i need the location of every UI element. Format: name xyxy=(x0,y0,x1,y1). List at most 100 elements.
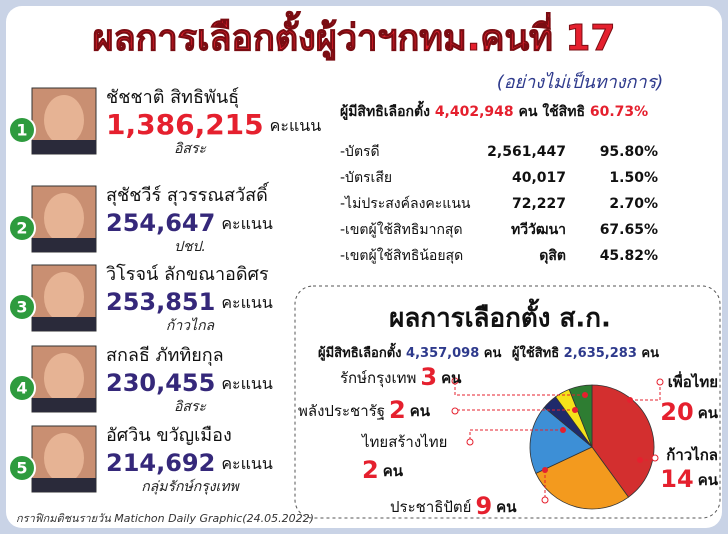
rank-badge xyxy=(8,374,36,402)
photo-suit xyxy=(32,398,96,412)
summary-label: -บัตรเสีย xyxy=(340,170,392,186)
party-name: พลังประชารัฐ xyxy=(298,402,385,420)
slice-value: 20 คน xyxy=(660,398,718,426)
pie-slice xyxy=(568,384,593,448)
leader-line xyxy=(630,382,661,401)
leader-dot xyxy=(542,467,548,473)
leader-dot xyxy=(637,457,643,463)
summary-value: ดุสิต xyxy=(539,248,566,264)
candidate-name: อัศวิน ขวัญเมือง xyxy=(106,425,232,446)
candidate-party: ปชป. xyxy=(174,239,206,255)
leader-line xyxy=(469,429,563,442)
summary-percent: 95.80% xyxy=(600,144,658,160)
slice-label: รักษ์กรุงเทพ 3 คน xyxy=(340,363,462,391)
rank: 4 xyxy=(16,379,27,398)
title: ผลการเลือกตั้งผู้ว่าฯกทม.คนที่ 17 xyxy=(93,11,616,61)
seat-unit: คน xyxy=(698,471,719,489)
candidate-name: ชัชชาติ สิทธิพันธุ์ xyxy=(106,87,239,108)
candidate-name: สุชัชวีร์ สุวรรณสวัสดิ์ xyxy=(106,181,270,206)
unit: คน xyxy=(519,104,538,120)
leader-dot xyxy=(572,407,578,413)
candidate-votes: 230,455 คะแนน xyxy=(106,369,273,397)
slice-label: ก้าวไกล xyxy=(666,445,718,464)
slice-value: 14 คน xyxy=(660,465,718,493)
candidate-votes: 253,851 คะแนน xyxy=(106,288,273,316)
leader-line xyxy=(454,381,585,396)
pie-slice xyxy=(535,446,630,510)
votes: 254,647 xyxy=(106,209,215,237)
photo-suit xyxy=(32,140,96,154)
photo-suit xyxy=(32,478,96,492)
slice-label: เพื่อไทย xyxy=(668,371,718,391)
photo-face xyxy=(44,95,84,145)
party-name: รักษ์กรุงเทพ xyxy=(340,369,416,388)
unit: คะแนน xyxy=(221,454,273,473)
candidate-party: ก้าวไกล xyxy=(166,317,216,334)
leader-end xyxy=(466,438,474,446)
votes: 1,386,215 xyxy=(106,108,264,141)
rank: 5 xyxy=(16,459,27,478)
party-name: ประชาธิปัตย์ xyxy=(390,498,471,516)
value: 2,635,283 xyxy=(564,346,637,361)
pie-slice xyxy=(591,384,655,498)
candidate-votes: 214,692 คะแนน xyxy=(106,449,273,477)
candidate-votes: 1,386,215 คะแนน xyxy=(106,108,321,141)
value: 4,357,098 xyxy=(406,346,479,361)
rank-badge xyxy=(8,214,36,242)
seat-count: 2 xyxy=(362,456,379,484)
photo-face xyxy=(44,353,84,403)
leader-end xyxy=(651,454,659,462)
leader-end xyxy=(541,496,549,504)
party-name: ไทยสร้างไทย xyxy=(361,433,447,451)
summary-percent: 1.50% xyxy=(609,170,658,186)
leader-dot xyxy=(582,392,588,398)
label: ผู้มีสิทธิเลือกตั้ง xyxy=(318,342,402,361)
label: ผู้ใช้สิทธิ xyxy=(512,344,559,361)
seat-unit: คน xyxy=(496,498,517,516)
seat-count: 9 xyxy=(475,492,492,520)
label: ผู้มีสิทธิเลือกตั้ง xyxy=(340,100,430,120)
footer: กราฟิกมติชนรายวัน Matichon Daily Graphic… xyxy=(16,512,314,525)
candidate-party: อิสระ xyxy=(174,399,206,415)
photo-suit xyxy=(32,317,96,331)
party-name: เพื่อไทย xyxy=(668,371,718,391)
candidate-party: อิสระ xyxy=(174,141,206,157)
votes: 253,851 xyxy=(106,288,215,316)
photo-face xyxy=(44,193,84,243)
candidate-name: สกลธี ภัททิยกุล xyxy=(106,345,224,366)
slice-label: ประชาธิปัตย์ 9 คน xyxy=(390,492,517,520)
votes: 230,455 xyxy=(106,369,215,397)
rank-badge xyxy=(8,116,36,144)
candidate-votes: 254,647 คะแนน xyxy=(106,209,273,237)
leader-dot xyxy=(560,427,566,433)
rank: 3 xyxy=(16,298,27,317)
seat-unit: คน xyxy=(383,462,404,480)
leader-end xyxy=(451,407,459,415)
summary-percent: 45.82% xyxy=(600,248,658,264)
unit: คะแนน xyxy=(270,116,322,135)
unit: คน xyxy=(641,346,659,361)
summary-value: 40,017 xyxy=(512,170,566,186)
unit: คะแนน xyxy=(221,374,273,393)
seat-count: 3 xyxy=(420,363,437,391)
summary-label: -เขตผู้ใช้สิทธิมากสุด xyxy=(340,221,463,238)
council-stats: ผู้มีสิทธิเลือกตั้ง 4,357,098 คน ผู้ใช้ส… xyxy=(318,342,659,361)
seat-count: 14 xyxy=(660,465,693,493)
value: 4,402,948 xyxy=(435,104,514,120)
party-name: ก้าวไกล xyxy=(666,445,718,464)
summary-label: -เขตผู้ใช้สิทธิน้อยสุด xyxy=(340,247,463,264)
seat-unit: คน xyxy=(441,369,462,387)
leader-end xyxy=(451,377,459,385)
votes: 214,692 xyxy=(106,449,215,477)
summary-percent: 2.70% xyxy=(609,196,658,212)
slice-label: ไทยสร้างไทย xyxy=(361,433,447,451)
summary-value: 2,561,447 xyxy=(487,144,566,160)
seat-count: 20 xyxy=(660,398,693,426)
seat-unit: คน xyxy=(698,404,719,422)
candidate-name: วิโรจน์ ลักขณาอดิศร xyxy=(106,263,269,285)
rank-badge xyxy=(8,454,36,482)
photo-face xyxy=(44,433,84,483)
unit: คะแนน xyxy=(221,214,273,233)
summary-percent: 67.65% xyxy=(600,222,658,238)
